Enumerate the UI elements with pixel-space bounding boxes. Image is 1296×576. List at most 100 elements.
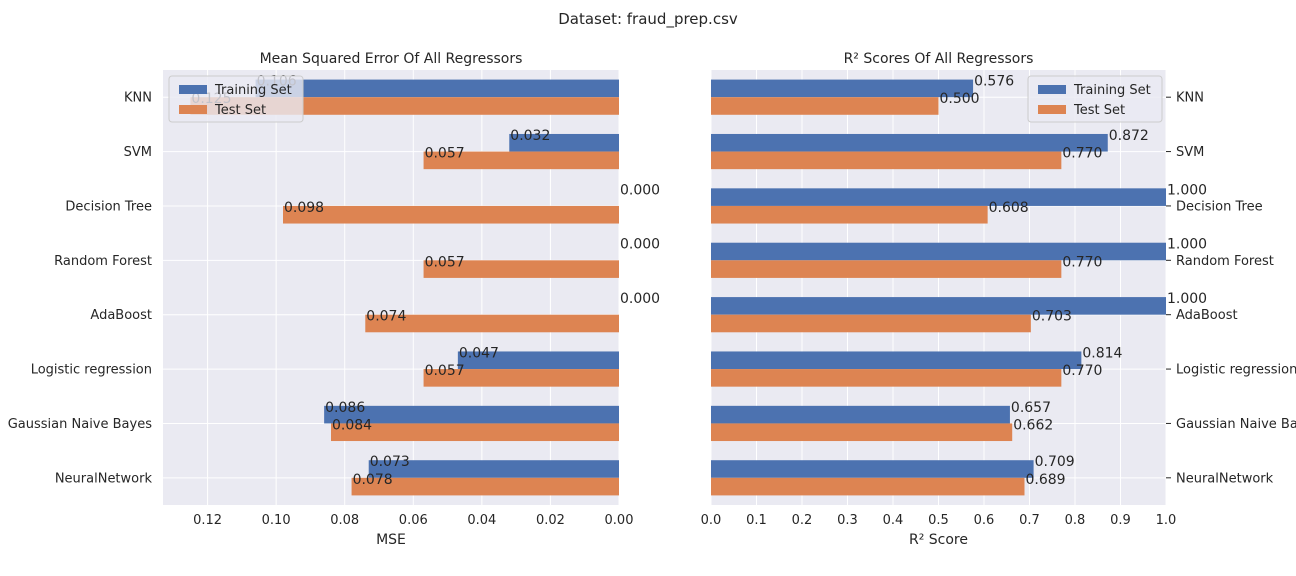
bar-test [711, 97, 939, 115]
x-tick-label: 0.06 [399, 513, 428, 528]
bar-test [331, 423, 619, 442]
category-label: Decision Tree [1176, 199, 1263, 214]
x-tick-label: 0.02 [536, 513, 565, 528]
data-label: 0.662 [1013, 417, 1053, 433]
data-label: 0.703 [1032, 309, 1072, 325]
data-label: 0.057 [425, 254, 465, 270]
data-label: 0.057 [425, 146, 465, 162]
data-label: 0.770 [1062, 363, 1102, 379]
data-label: 1.000 [1167, 291, 1207, 307]
bar-test [283, 205, 619, 224]
chart-panel-1: 0.12 0.10 0.08 0.06 0.04 0.02 0.00 KNN SVM Decisi… [8, 51, 660, 548]
bar-training [255, 79, 620, 98]
data-label: 0.000 [620, 237, 660, 253]
x-tick-label: 0.6 [974, 513, 995, 528]
category-label: Decision Tree [65, 199, 152, 214]
bar-test [711, 314, 1031, 333]
x-axis-title: MSE [376, 532, 406, 548]
bar-training [368, 460, 619, 478]
x-tick-label: 0.9 [1110, 513, 1131, 528]
data-label: 0.576 [974, 74, 1014, 90]
data-label: 0.000 [620, 182, 660, 198]
bar-test [711, 260, 1062, 278]
x-tick-label: 0.08 [330, 513, 359, 528]
legend-label: Training Set [214, 83, 292, 98]
legend-label: Test Set [214, 103, 266, 118]
data-label: 0.814 [1082, 345, 1122, 361]
bar-training [711, 405, 1010, 424]
bar-test [711, 423, 1013, 442]
category-label: AdaBoost [1176, 308, 1238, 323]
bar-training [509, 133, 619, 152]
category-label: AdaBoost [90, 308, 152, 323]
data-label: 0.047 [459, 345, 499, 361]
bar-test [711, 151, 1062, 170]
chart-panel-2: 0.0 0.1 0.2 0.3 0.4 0.5 0.6 0.7 0.8 0.9 1.0 KNN SVM D… [701, 51, 1296, 548]
category-label: Logistic regression [31, 363, 152, 378]
data-label: 0.657 [1011, 400, 1051, 416]
data-label: 1.000 [1167, 182, 1207, 198]
legend-swatch [1038, 105, 1066, 114]
bar-test [423, 369, 619, 387]
data-label: 0.770 [1062, 254, 1102, 270]
category-label: Gaussian Naive Bayes [1176, 417, 1296, 432]
data-label: 0.770 [1062, 146, 1102, 162]
x-tick-label: 0.0 [701, 513, 722, 528]
bar-training [711, 133, 1108, 152]
data-label: 0.608 [989, 200, 1029, 216]
x-tick-label: 0.4 [883, 513, 904, 528]
data-label: 0.098 [284, 200, 324, 216]
bar-test [423, 151, 619, 170]
bar-training [711, 188, 1166, 206]
x-tick-label: 0.1 [746, 513, 767, 528]
category-label: SVM [1176, 145, 1204, 160]
data-label: 0.074 [366, 309, 406, 325]
data-label: 0.000 [620, 291, 660, 307]
data-label: 0.078 [353, 472, 393, 488]
bar-training [324, 405, 619, 424]
data-label: 0.689 [1025, 472, 1065, 488]
x-tick-label: 1.0 [1156, 513, 1177, 528]
bar-training [711, 351, 1082, 370]
bar-training [457, 351, 619, 370]
bar-training [711, 297, 1166, 315]
category-label: KNN [1176, 91, 1204, 106]
bar-test [423, 260, 619, 278]
category-label: NeuralNetwork [1176, 471, 1274, 486]
x-tick-label: 0.12 [193, 513, 222, 528]
x-tick-label: 0.5 [928, 513, 949, 528]
x-tick-label: 0.8 [1065, 513, 1086, 528]
bar-test [351, 477, 619, 496]
x-tick-label: 0.10 [262, 513, 291, 528]
panel-title: R² Scores Of All Regressors [844, 51, 1034, 67]
legend-label: Training Set [1073, 83, 1151, 98]
category-label: Logistic regression [1176, 363, 1296, 378]
bar-test [711, 477, 1025, 496]
legend-swatch [1038, 85, 1066, 94]
data-label: 0.086 [325, 400, 365, 416]
category-label: Gaussian Naive Bayes [8, 417, 152, 432]
x-tick-label: 0.04 [467, 513, 496, 528]
figure-suptitle: Dataset: fraud_prep.csv [558, 10, 738, 29]
x-tick-label: 0.7 [1019, 513, 1040, 528]
data-label: 0.500 [940, 91, 980, 107]
x-axis-title: R² Score [909, 532, 968, 548]
x-tick-label: 0.2 [792, 513, 813, 528]
data-label: 1.000 [1167, 237, 1207, 253]
data-label: 0.032 [510, 128, 550, 144]
bar-training [711, 79, 974, 98]
legend-label: Test Set [1073, 103, 1125, 118]
category-label: SVM [124, 145, 152, 160]
bar-test [711, 205, 988, 224]
bar-test [365, 314, 619, 333]
category-label: Random Forest [1176, 254, 1274, 269]
data-label: 0.872 [1109, 128, 1149, 144]
legend-swatch [179, 85, 207, 94]
x-tick-label: 0.3 [837, 513, 858, 528]
bar-test [711, 369, 1062, 387]
data-label: 0.084 [332, 417, 372, 433]
data-label: 0.709 [1035, 454, 1075, 470]
data-label: 0.073 [370, 454, 410, 470]
category-label: Random Forest [54, 254, 152, 269]
bar-training [711, 460, 1034, 478]
